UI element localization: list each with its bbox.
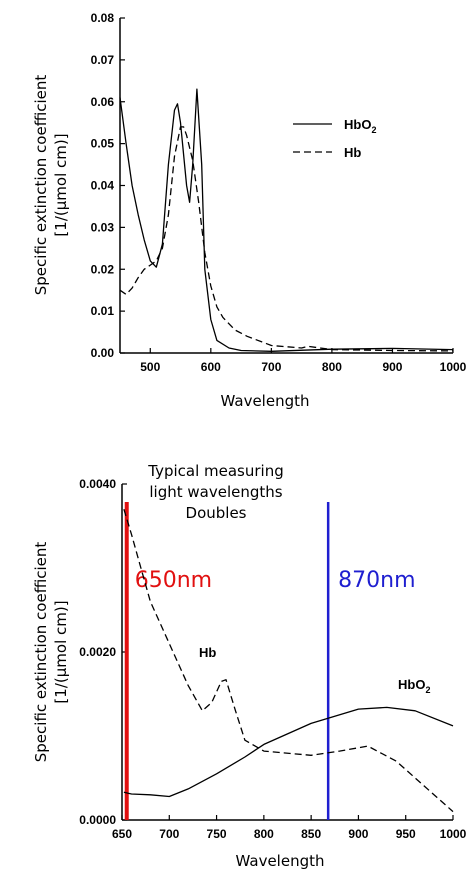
chart-1-x-tick-label: 500: [140, 360, 160, 374]
annotation-line-1: Typical measuring: [147, 462, 283, 480]
chart-2-x-ticks: 650 700 750 800 850 900 950 1000: [112, 815, 467, 841]
legend-label-hb: Hb: [344, 145, 361, 160]
chart-2-x-tick-label: 700: [159, 827, 179, 841]
chart-2-x-tick-label: 850: [301, 827, 321, 841]
chart-2-y-tick-label: 0.0000: [79, 813, 116, 827]
chart-1-y-tick-label: 0.05: [91, 137, 115, 151]
chart-1-y-label-line2: [1/(μmol cm)]: [52, 133, 70, 236]
chart-1-series: [119, 88, 454, 352]
chart-2-x-tick-label: 650: [112, 827, 132, 841]
legend-label-hbo2: HbO2: [344, 117, 376, 135]
chart-2-y-tick-label: 0.0040: [79, 477, 116, 491]
chart-1-x-tick-label: 700: [261, 360, 281, 374]
chart-2: 0.0000 0.0020 0.0040 650 700 750 800 850 900 950…: [32, 462, 467, 870]
chart-1-x-tick-label: 600: [201, 360, 221, 374]
chart-2-x-tick-label: 900: [348, 827, 368, 841]
chart-1-x-ticks: 500 600 700 800 900 1000: [140, 348, 467, 374]
marker-label-870nm: 870nm: [338, 568, 415, 593]
chart-2-x-tick-label: 800: [254, 827, 274, 841]
chart-2-y-label-line2: [1/(μmol cm)]: [52, 600, 70, 703]
annotation-line-2: light wavelengths: [149, 483, 282, 501]
chart-2-x-tick-label: 950: [396, 827, 416, 841]
chart-2-x-label: Wavelength: [236, 852, 325, 870]
chart-2-series-label-hbo2: HbO2: [398, 677, 430, 695]
chart-2-annotation: Typical measuring light wavelengths Doub…: [147, 462, 283, 522]
chart-1-y-label-line1: Specific extinction coefficient: [32, 75, 50, 296]
chart-2-plot-area: [121, 484, 453, 821]
chart-1-y-tick-label: 0.06: [91, 95, 115, 109]
chart-1-series-hb: [119, 126, 454, 352]
chart-1-x-tick-label: 800: [322, 360, 342, 374]
chart-1-x-tick-label: 1000: [440, 360, 467, 374]
chart-2-y-tick-label: 0.0020: [79, 645, 116, 659]
chart-1-y-ticks: 0.00 0.01 0.02 0.03 0.04 0.05 0.06 0.07 0.08: [91, 11, 125, 360]
chart-2-series-hbo2: [123, 706, 454, 798]
chart-2-x-tick-label: 750: [207, 827, 227, 841]
chart-1-y-tick-label: 0.02: [91, 262, 115, 276]
chart-1-y-tick-label: 0.07: [91, 53, 115, 67]
chart-1-y-tick-label: 0.00: [91, 346, 115, 360]
chart-1-legend: HbO2 Hb: [293, 117, 376, 160]
chart-2-series-label-hb: Hb: [199, 645, 216, 660]
chart-1-y-tick-label: 0.03: [91, 220, 115, 234]
chart-1-x-label: Wavelength: [221, 392, 310, 410]
chart-1-y-tick-label: 0.04: [91, 179, 115, 193]
annotation-line-3: Doubles: [186, 504, 247, 522]
chart-2-series-hb: [123, 509, 454, 813]
chart-1-series-hbo2: [119, 88, 454, 352]
chart-2-y-label-line1: Specific extinction coefficient: [32, 542, 50, 763]
chart-2-wavelength-markers: 650nm 870nm: [124, 502, 416, 820]
chart-1: 0.00 0.01 0.02 0.03 0.04 0.05 0.06 0.07 0.08 500…: [32, 11, 467, 410]
chart-1-x-tick-label: 900: [382, 360, 402, 374]
chart-2-x-tick-label: 1000: [440, 827, 467, 841]
chart-1-y-label: Specific extinction coefficient [1/(μmol…: [32, 75, 70, 296]
chart-1-y-tick-label: 0.08: [91, 11, 115, 25]
chart-2-series: [123, 509, 454, 813]
chart-1-y-tick-label: 0.01: [91, 304, 115, 318]
chart-2-y-label: Specific extinction coefficient [1/(μmol…: [32, 542, 70, 763]
marker-label-650nm: 650nm: [135, 568, 212, 593]
chart-1-plot-area: [119, 18, 453, 354]
chart-2-y-ticks: 0.0000 0.0020 0.0040: [79, 477, 127, 827]
